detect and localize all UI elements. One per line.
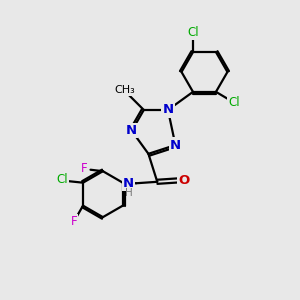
Text: O: O xyxy=(178,174,189,187)
Text: N: N xyxy=(170,139,181,152)
Text: CH₃: CH₃ xyxy=(115,85,136,95)
Text: N: N xyxy=(162,103,173,116)
Text: Cl: Cl xyxy=(228,96,240,109)
Text: F: F xyxy=(71,215,77,228)
Text: N: N xyxy=(123,177,134,190)
Text: F: F xyxy=(81,162,88,175)
Text: H: H xyxy=(125,188,133,198)
Text: Cl: Cl xyxy=(57,173,68,186)
Text: N: N xyxy=(126,124,137,137)
Text: Cl: Cl xyxy=(187,26,199,39)
